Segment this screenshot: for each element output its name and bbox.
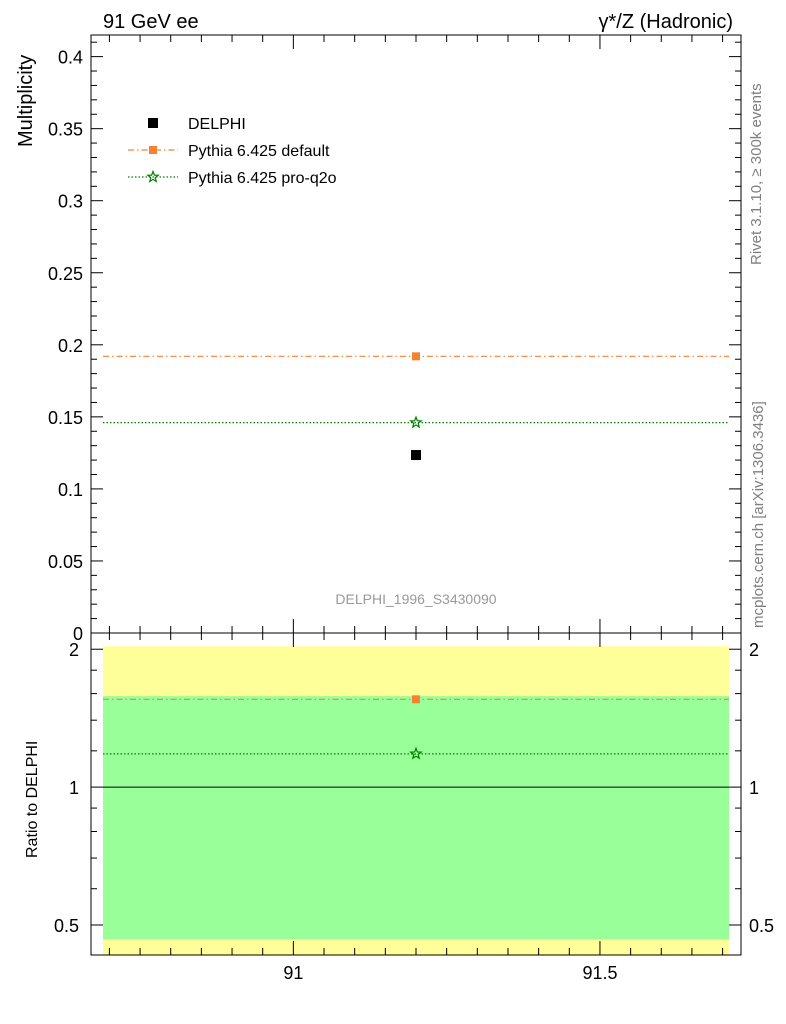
main-y-tick-label: 0	[73, 624, 83, 644]
main-point-pythia-6-425-pro-q2o	[409, 415, 423, 429]
legend-marker-pythia-pro-q2o	[146, 169, 160, 183]
ratio-y-tick-label: 1	[69, 778, 79, 798]
ratio-y-tick-label: 2	[69, 640, 79, 660]
axis-ticks	[91, 35, 741, 955]
main-y-tick-label: 0.15	[48, 408, 83, 428]
analysis-label: DELPHI_1996_S3430090	[335, 591, 496, 607]
main-point-pythia-6-425-default	[412, 352, 420, 361]
ratio-y-tick-label-right: 0.5	[749, 916, 774, 936]
band-total-uncertainty-lower	[103, 939, 729, 955]
title-left: 91 GeV ee	[103, 11, 199, 33]
main-y-tick-label: 0.2	[58, 336, 83, 356]
main-y-tick-label: 0.3	[58, 192, 83, 212]
legend-marker-delphi	[148, 118, 158, 128]
band-statistical-uncertainty	[103, 696, 729, 940]
main-y-tick-label: 0.4	[58, 48, 83, 68]
ratio-y-tick-label: 0.5	[54, 916, 79, 936]
series-markers	[409, 352, 423, 760]
y-axis-label-main: Multiplicity	[15, 55, 37, 147]
ratio-y-tick-label-right: 2	[749, 640, 759, 660]
uncertainty-bands	[103, 646, 729, 955]
title-right: γ*/Z (Hadronic)	[599, 11, 733, 33]
ratio-point-pythia-6-425-default	[412, 695, 420, 704]
legend: DELPHI Pythia 6.425 default Pythia 6.425…	[128, 116, 337, 187]
main-y-tick-label: 0.1	[58, 480, 83, 500]
main-y-tick-label: 0.35	[48, 120, 83, 140]
y-axis-label-ratio: Ratio to DELPHI	[24, 741, 41, 858]
legend-label-delphi: DELPHI	[188, 116, 246, 133]
ratio-x-tick-label: 91.5	[582, 963, 617, 983]
legend-marker-pythia-default	[149, 146, 157, 154]
main-y-tick-label: 0.05	[48, 552, 83, 572]
axis-tick-labels: 0 0.05 0.1 0.15 0.2 0.25 0.3 0.35 0.4 91 91.5 0.5 0.…	[48, 48, 774, 983]
legend-label-pythia-pro-q2o: Pythia 6.425 pro-q2o	[188, 170, 337, 187]
legend-label-pythia-default: Pythia 6.425 default	[188, 143, 330, 160]
ratio-y-tick-label-right: 1	[749, 778, 759, 798]
main-point-delphi	[411, 450, 421, 461]
ratio-point-pythia-6-425-pro-q2o	[409, 746, 423, 760]
rivet-version-label: Rivet 3.1.10, ≥ 300k events	[748, 83, 765, 265]
mcplots-label: mcplots.cern.ch [arXiv:1306.3436]	[750, 401, 767, 628]
ratio-x-tick-label: 91	[283, 963, 303, 983]
main-y-tick-label: 0.25	[48, 264, 83, 284]
